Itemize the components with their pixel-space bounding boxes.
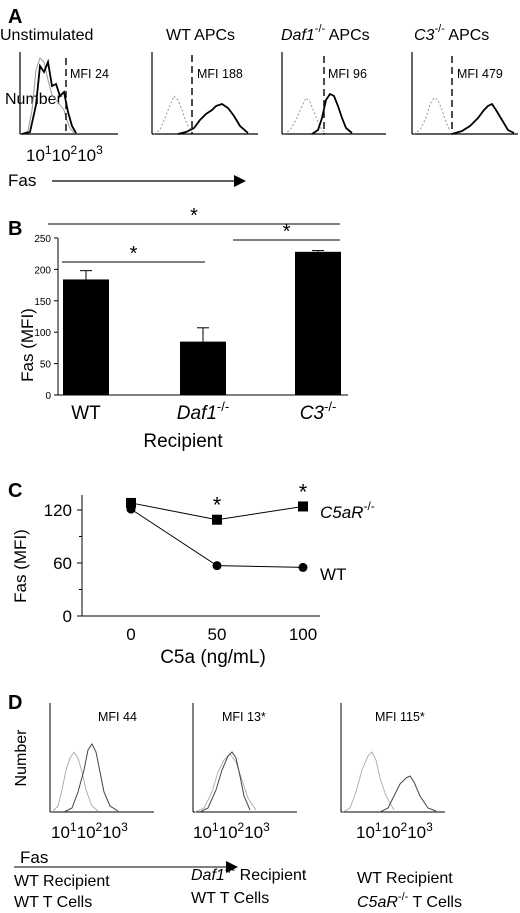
y-tick-label: 150 — [34, 297, 51, 308]
panel-b-xlabel: Recipient — [143, 431, 223, 452]
panel-d-caption-1-line-2: WT T Cells — [14, 894, 92, 911]
fas-curve — [177, 103, 249, 135]
panel-d-xlabel: Fas — [20, 848, 48, 867]
panel-a-title-3: Daf1-/- APCs — [281, 23, 370, 44]
x-tick-label: 0 — [126, 625, 135, 644]
point-square — [126, 497, 136, 508]
panel-a-tick-labels: 101102103 — [26, 143, 103, 165]
category-label-c3: C3-/- — [300, 399, 337, 424]
panel-a-title-3-rest: APCs — [325, 27, 369, 44]
panel-c: C Fas (MFI) 0 60 120 0 50 100 * * C5aR-/- WT C5… — [8, 479, 375, 668]
bar — [295, 251, 341, 395]
y-tick-label: 200 — [34, 265, 51, 276]
point-circle — [212, 561, 222, 571]
series-label-c5ar: C5aR-/- — [320, 499, 375, 522]
y-tick-label: 120 — [44, 501, 72, 520]
y-tick-label: 0 — [63, 607, 72, 626]
control-curve — [342, 751, 395, 813]
panel-d-caption-2-line-2: WT T Cells — [191, 890, 269, 907]
fas-curve — [199, 751, 251, 813]
histogram-d-3: MFI 115* — [340, 703, 445, 813]
category-label-daf1: Daf1-/- — [177, 399, 229, 424]
panel-a-ylabel: Number — [5, 91, 63, 108]
control-curve — [194, 753, 257, 813]
point-square — [298, 501, 308, 512]
panel-a-label: A — [8, 6, 22, 28]
fas-curve — [63, 743, 119, 813]
histogram-a-2: MFI 188 — [151, 52, 258, 135]
mfi-label: MFI 24 — [70, 67, 109, 81]
panel-a-title-4-rest: APCs — [445, 27, 489, 44]
y-tick-label: 100 — [34, 328, 51, 339]
panel-a-title-3-gene: Daf1 — [281, 27, 315, 44]
panel-a-title-4-gene: C3 — [414, 27, 435, 44]
panel-d-tick-labels-1: 101102103 — [51, 820, 128, 842]
significance-star: * — [213, 493, 222, 518]
panel-a-title-4: C3-/- APCs — [414, 23, 489, 44]
panel-d-x-arrow — [14, 861, 238, 873]
y-tick-label: 250 — [34, 234, 51, 245]
point-circle — [298, 562, 308, 572]
unstained-curve — [413, 97, 451, 135]
mfi-label: MFI 96 — [328, 67, 367, 81]
significance-star: * — [130, 243, 138, 265]
fas-curve — [311, 92, 353, 135]
y-tick-label: 50 — [40, 360, 52, 371]
mfi-label: MFI 188 — [197, 67, 243, 81]
series-label-wt: WT — [320, 565, 346, 584]
panel-d-ylabel: Number — [13, 729, 30, 787]
histogram-d-2: MFI 13* — [192, 703, 297, 813]
category-label-wt: WT — [71, 403, 101, 424]
panel-d-tick-labels-2: 101102103 — [193, 820, 270, 842]
histogram-a-3: MFI 96 — [281, 52, 386, 135]
panel-b-label: B — [8, 218, 22, 240]
panel-a-title-3-sup: -/- — [315, 23, 326, 35]
panel-d: D Number MFI 44 MFI 13* MFI 115* 101 — [8, 692, 462, 911]
panel-d-caption-3-line-1: WT Recipient — [357, 870, 453, 887]
panel-d-caption-3-line-2: C5aR-/- T Cells — [357, 891, 462, 911]
panel-a: A Unstimulated WT APCs Daf1-/- APCs C3-/… — [0, 6, 518, 190]
fas-curve — [379, 775, 437, 813]
panel-a-x-arrow — [52, 175, 246, 187]
panel-c-xlabel: C5a (ng/mL) — [160, 647, 266, 668]
x-tick-label: 50 — [208, 625, 227, 644]
control-curve — [51, 751, 99, 813]
histogram-d-1: MFI 44 — [49, 703, 154, 813]
fas-curve — [21, 58, 77, 135]
panel-a-xlabel: Fas — [8, 171, 36, 190]
y-tick-label: 60 — [53, 554, 72, 573]
histogram-a-1: MFI 24 — [19, 52, 118, 135]
point-square — [212, 514, 222, 525]
significance-star: * — [190, 205, 198, 227]
panel-c-ylabel: Fas (MFI) — [11, 529, 30, 603]
y-tick-label: 0 — [45, 391, 51, 402]
mfi-label: MFI 479 — [457, 67, 503, 81]
fas-curve — [451, 102, 515, 135]
panel-a-title-2: WT APCs — [166, 27, 235, 44]
significance-star: * — [299, 479, 308, 504]
unstained-curve — [283, 97, 327, 135]
significance-star: * — [283, 221, 291, 243]
panel-b: B Fas (MFI) 0 50 100 150 200 250 * * * WT Daf1-/… — [8, 205, 348, 452]
mfi-label: MFI 44 — [98, 710, 137, 724]
panel-d-caption-2-line-1: Daf1-/- Recipient — [191, 864, 307, 884]
panel-a-title-1: Unstimulated — [0, 27, 93, 44]
panel-d-label: D — [8, 692, 22, 714]
panel-c-label: C — [8, 480, 22, 502]
bar — [180, 341, 226, 395]
mfi-label: MFI 13* — [222, 710, 266, 724]
panel-b-chart: 0 50 100 150 200 250 * * * — [34, 205, 348, 402]
panel-b-ylabel: Fas (MFI) — [18, 308, 37, 382]
bar — [63, 279, 109, 395]
unstained-curve — [153, 95, 193, 135]
panel-d-caption-1-line-1: WT Recipient — [14, 873, 110, 890]
point-circle — [126, 504, 136, 514]
panel-a-title-4-sup: -/- — [434, 23, 445, 35]
panel-d-tick-labels-3: 101102103 — [356, 820, 433, 842]
panel-c-chart: 0 60 120 0 50 100 * * — [44, 479, 320, 644]
x-tick-label: 100 — [289, 625, 317, 644]
histogram-a-4: MFI 479 — [411, 52, 518, 135]
mfi-label: MFI 115* — [375, 710, 425, 724]
